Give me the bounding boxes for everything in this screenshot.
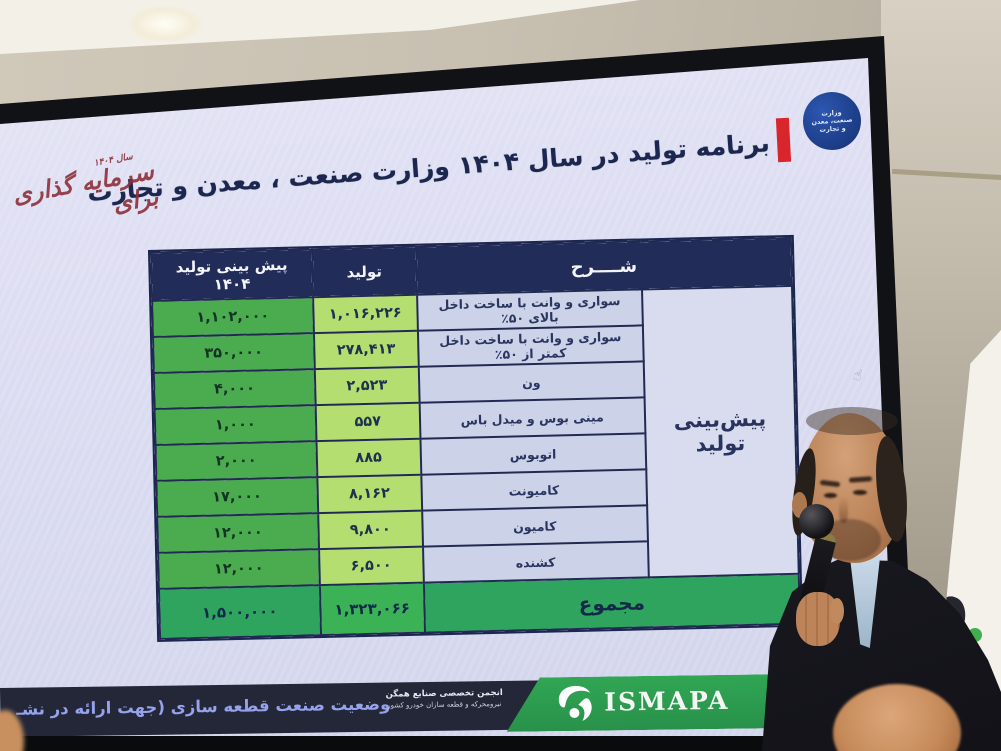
header-desc: شــــرح [415,237,792,295]
total-forecast: ۱,۵۰۰,۰۰۰ [158,585,321,639]
title-accent-bar [775,117,792,163]
tv-bottom-bezel [0,736,910,751]
cell-description: کشنده [422,541,649,583]
cell-production: ۲۷۸,۴۱۳ [313,330,419,370]
seal-text: و تجارت [819,124,846,134]
cell-production: ۶,۵۰۰ [318,546,424,586]
association-line1: انجمن تخصصی صنایع همگن [385,687,503,700]
cell-forecast: ۱۷,۰۰۰ [156,477,318,517]
footer-status-text: وضعیت صنعت قطعه سازی (جهت ارائه در نشـ [16,694,391,719]
microphone-head [799,504,834,539]
association-name: انجمن تخصصی صنایع همگن نیرومحرکه و قطعه … [381,688,507,710]
cell-description: کامیون [422,505,648,547]
cell-forecast: ۱,۰۰۰ [154,405,317,445]
slide-footer-bar: وضعیت صنعت قطعه سازی (جهت ارائه در نشـ ا… [0,675,913,737]
cell-production: ۸۸۵ [316,438,422,478]
cell-description: کامیونت [421,469,647,511]
cell-description: مینی بوس و میدل باس [419,397,645,439]
cell-forecast: ۱۲,۰۰۰ [158,549,320,589]
presenter-thumb [830,598,844,624]
association-line2: نیرومحرکه و قطعه سازان خودرو کشور [387,700,502,710]
cell-forecast: ۴,۰۰۰ [153,369,316,409]
eye [824,493,837,498]
cell-production: ۸,۱۶۲ [316,474,423,514]
ceiling-light [128,6,202,42]
header-forecast: پیش بینی تولید ۱۴۰۴ [151,249,313,301]
table-body: پیش‌بینی تولید سواری و وانت با ساخت داخل … [152,285,799,589]
cell-description: ون [418,361,645,403]
production-table: شــــرح تولید پیش بینی تولید ۱۴۰۴ پیش‌بی… [150,237,801,640]
cell-forecast: ۱۲,۰۰۰ [157,513,319,553]
cell-description: سواری و وانت با ساخت داخل بالای ۵۰٪ [416,289,643,331]
nose [839,496,848,523]
cell-forecast: ۳۵۰,۰۰۰ [153,333,315,373]
presenter-hair [806,407,898,435]
cell-production: ۹,۸۰۰ [317,510,423,550]
cell-forecast: ۱,۱۰۲,۰۰۰ [152,297,314,337]
cell-production: ۲,۵۲۳ [314,366,420,406]
header-production: تولید [311,246,417,298]
cell-forecast: ۲,۰۰۰ [155,441,317,481]
total-label: مجموع [423,573,800,633]
production-table-wrap: شــــرح تولید پیش بینی تولید ۱۴۰۴ پیش‌بی… [150,237,801,640]
cell-description: اتوبوس [420,433,646,475]
ismapa-banner: ISMAPA [506,673,887,732]
cell-production: ۱,۰۱۶,۲۲۶ [312,294,418,334]
cell-production: ۵۵۷ [315,402,421,442]
forecast-side-label: پیش‌بینی تولید [641,285,799,578]
ismapa-logo-icon [552,683,599,726]
ismapa-wordmark: ISMAPA [604,685,730,717]
total-production: ۱,۳۲۳,۰۶۶ [319,582,425,636]
eye [853,490,867,495]
cell-description: سواری و وانت با ساخت داخل کمتر از ۵۰٪ [417,325,644,367]
